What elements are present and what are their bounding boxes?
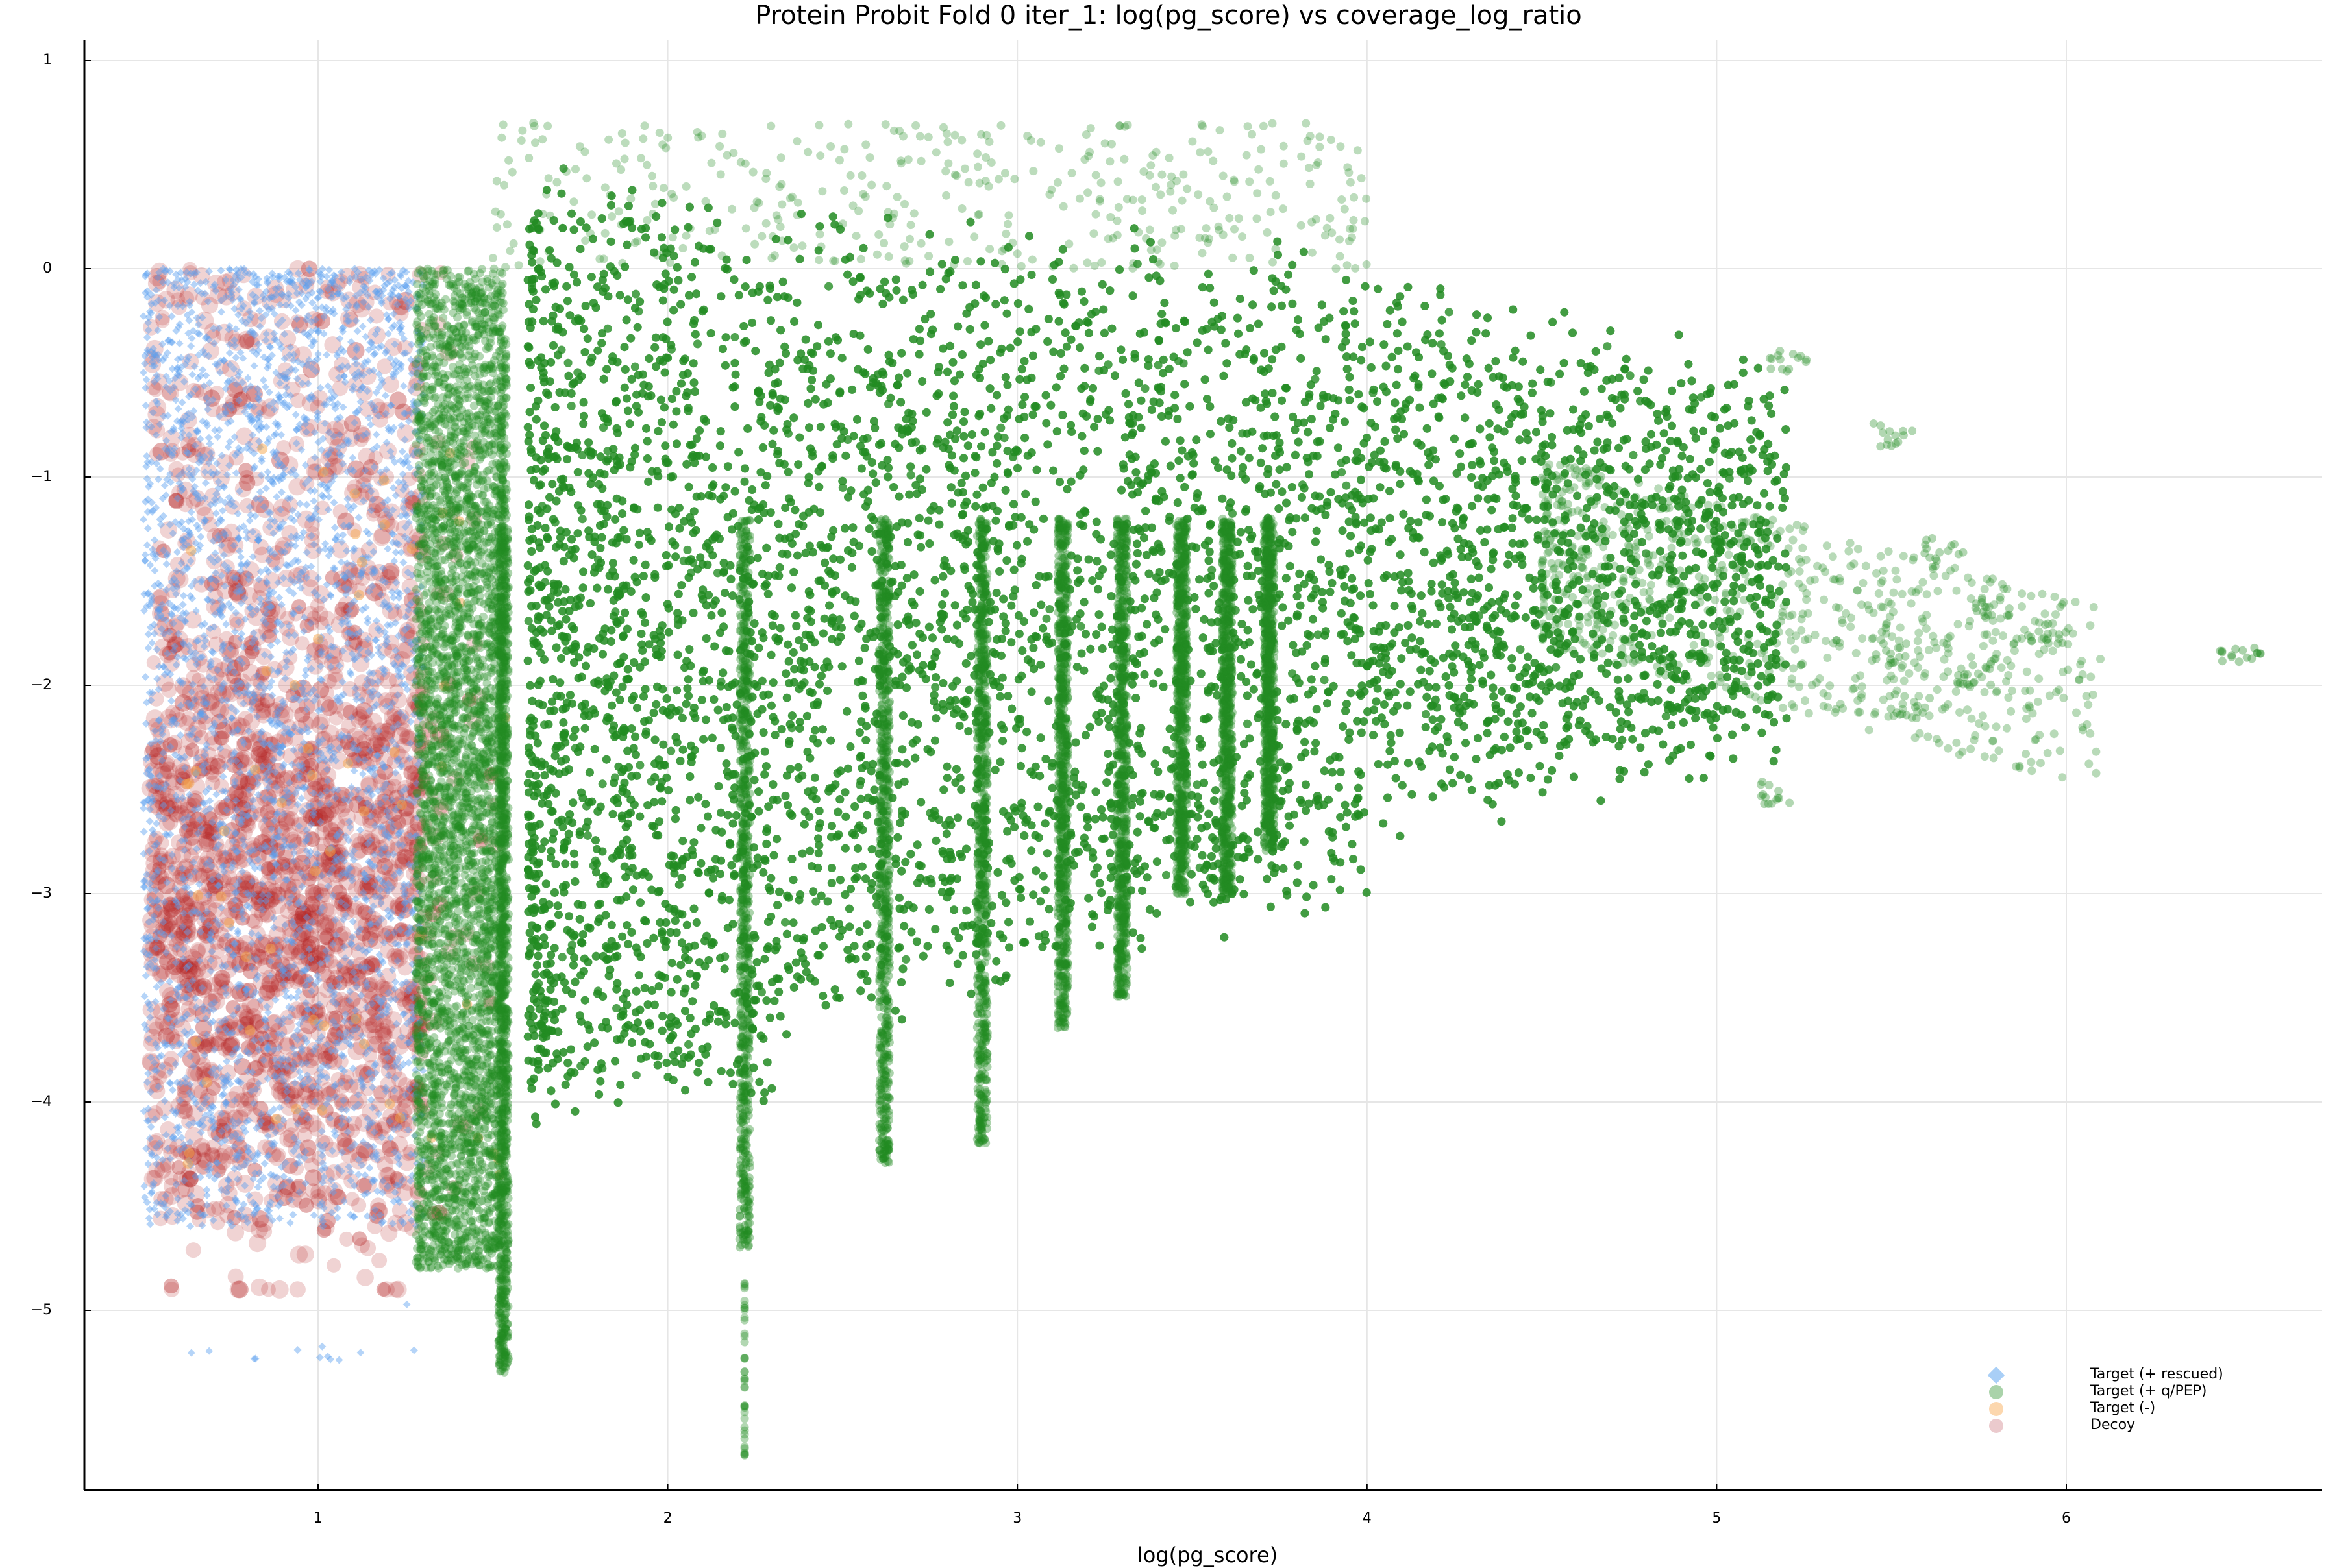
legend-item-decoy: Decoy xyxy=(1973,1417,2285,1434)
x-axis-label: log(pg_score) xyxy=(0,1542,2337,1568)
y-tick-label: −5 xyxy=(0,1302,52,1319)
legend-label: Target (+ rescued) xyxy=(2090,1366,2223,1383)
circle-marker-icon xyxy=(1989,1385,2003,1399)
x-tick-label: 1 xyxy=(299,1510,338,1527)
circle-marker-icon xyxy=(1989,1402,2003,1416)
x-tick-label: 6 xyxy=(2047,1510,2086,1527)
legend-label: Target (-) xyxy=(2090,1400,2155,1417)
y-tick-label: −3 xyxy=(0,885,52,902)
legend-item-target-rescued: Target (+ rescued) xyxy=(1973,1366,2285,1383)
diamond-marker-icon xyxy=(1988,1367,2005,1384)
y-tick-label: −1 xyxy=(0,469,52,485)
x-tick-label: 3 xyxy=(998,1510,1037,1527)
x-tick-label: 5 xyxy=(1697,1510,1736,1527)
legend-item-target-qpep: Target (+ q/PEP) xyxy=(1973,1383,2285,1400)
legend: Target (+ rescued) Target (+ q/PEP) Targ… xyxy=(1973,1366,2285,1434)
circle-marker-icon xyxy=(1989,1419,2003,1433)
y-tick-label: −4 xyxy=(0,1094,52,1110)
legend-item-target-negative: Target (-) xyxy=(1973,1400,2285,1417)
y-tick-label: −2 xyxy=(0,677,52,694)
scatter-plot-area xyxy=(0,0,2337,1558)
x-tick-label: 2 xyxy=(649,1510,687,1527)
y-tick-label: 0 xyxy=(0,260,52,277)
y-tick-label: 1 xyxy=(0,52,52,69)
legend-label: Decoy xyxy=(2090,1417,2135,1434)
x-tick-label: 4 xyxy=(1348,1510,1387,1527)
legend-label: Target (+ q/PEP) xyxy=(2090,1383,2207,1400)
data-points xyxy=(140,119,2265,1460)
